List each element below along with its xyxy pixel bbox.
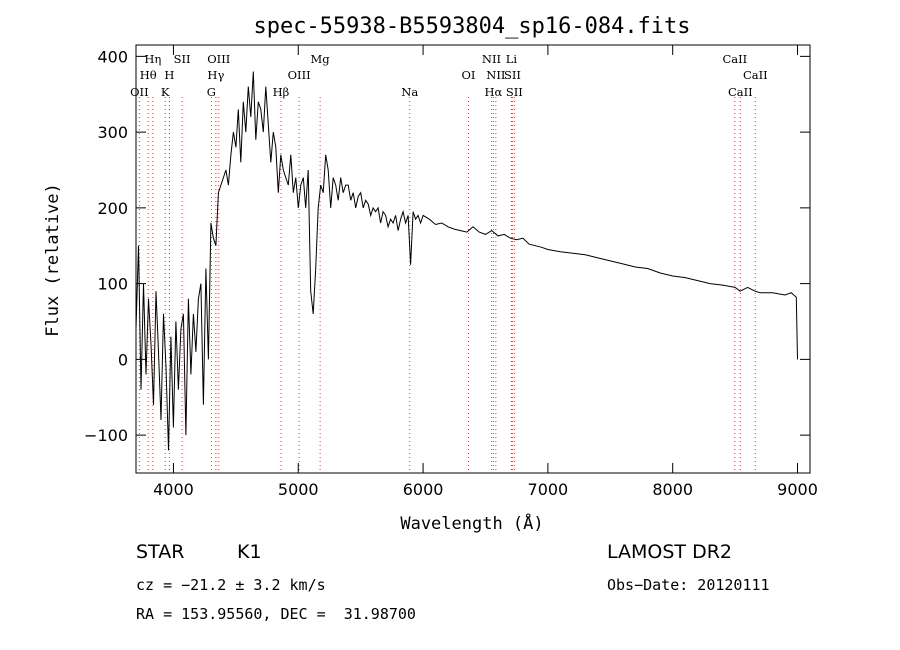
line-marker-label: Hη — [144, 52, 161, 66]
object-class: STAR — [136, 541, 185, 563]
x-tick-label: 8000 — [652, 480, 693, 499]
line-marker-label: Mg — [311, 52, 331, 66]
x-tick-label: 7000 — [528, 480, 569, 499]
x-tick-label: 5000 — [278, 480, 319, 499]
line-marker-label: NII — [482, 52, 501, 66]
line-marker-label: OIII — [207, 52, 230, 66]
line-marker-label: SII — [174, 52, 191, 66]
y-tick-label: 400 — [97, 47, 128, 66]
line-marker-label: G — [207, 85, 216, 99]
line-marker-label: Hβ — [273, 85, 290, 99]
plot-frame — [135, 44, 811, 474]
y-axis-label: Flux (relative) — [43, 183, 63, 337]
line-marker-label: K — [161, 85, 170, 99]
line-marker-label: CaII — [728, 85, 753, 99]
line-marker-label: CaII — [743, 68, 768, 82]
axis-ticks: 4000 5000 6000 7000 8000 9000 −100 0 100 200 300 40… — [84, 45, 818, 499]
observation-date: Obs−Date: 20120111 — [607, 576, 770, 594]
object-subclass: K1 — [237, 541, 262, 563]
line-marker-label: Hγ — [207, 68, 224, 82]
x-tick-label: 6000 — [403, 480, 444, 499]
line-marker-label: SII — [506, 85, 523, 99]
y-tick-label: 200 — [97, 199, 128, 218]
x-axis-label: Wavelength (Å) — [400, 512, 543, 534]
line-marker-label: OII — [130, 85, 149, 99]
spectrum-series-line — [135, 71, 798, 451]
line-marker-label: Li — [506, 52, 518, 66]
sky-coordinates: RA = 153.95560, DEC = 31.98700 — [136, 605, 416, 623]
line-marker-label: Na — [401, 85, 418, 99]
y-tick-label: 100 — [97, 275, 128, 294]
x-tick-label: 4000 — [153, 480, 194, 499]
line-marker-label: Hθ — [140, 68, 157, 82]
line-marker-label: SII — [504, 68, 521, 82]
line-marker-label: CaII — [722, 52, 747, 66]
survey-name: LAMOST DR2 — [607, 541, 732, 563]
y-tick-label: 0 — [118, 350, 128, 369]
x-tick-label: 9000 — [777, 480, 818, 499]
line-marker-label: OIII — [288, 68, 311, 82]
line-marker-label: OI — [462, 68, 476, 82]
y-tick-label: −100 — [84, 426, 128, 445]
redshift-velocity: cz = −21.2 ± 3.2 km/s — [136, 576, 326, 594]
y-tick-label: 300 — [97, 123, 128, 142]
line-marker-label: H — [164, 68, 174, 82]
chart-title: spec-55938-B5593804_sp16-084.fits — [253, 14, 690, 39]
line-marker-label: NII — [486, 68, 505, 82]
line-marker-label: Hα — [484, 85, 502, 99]
